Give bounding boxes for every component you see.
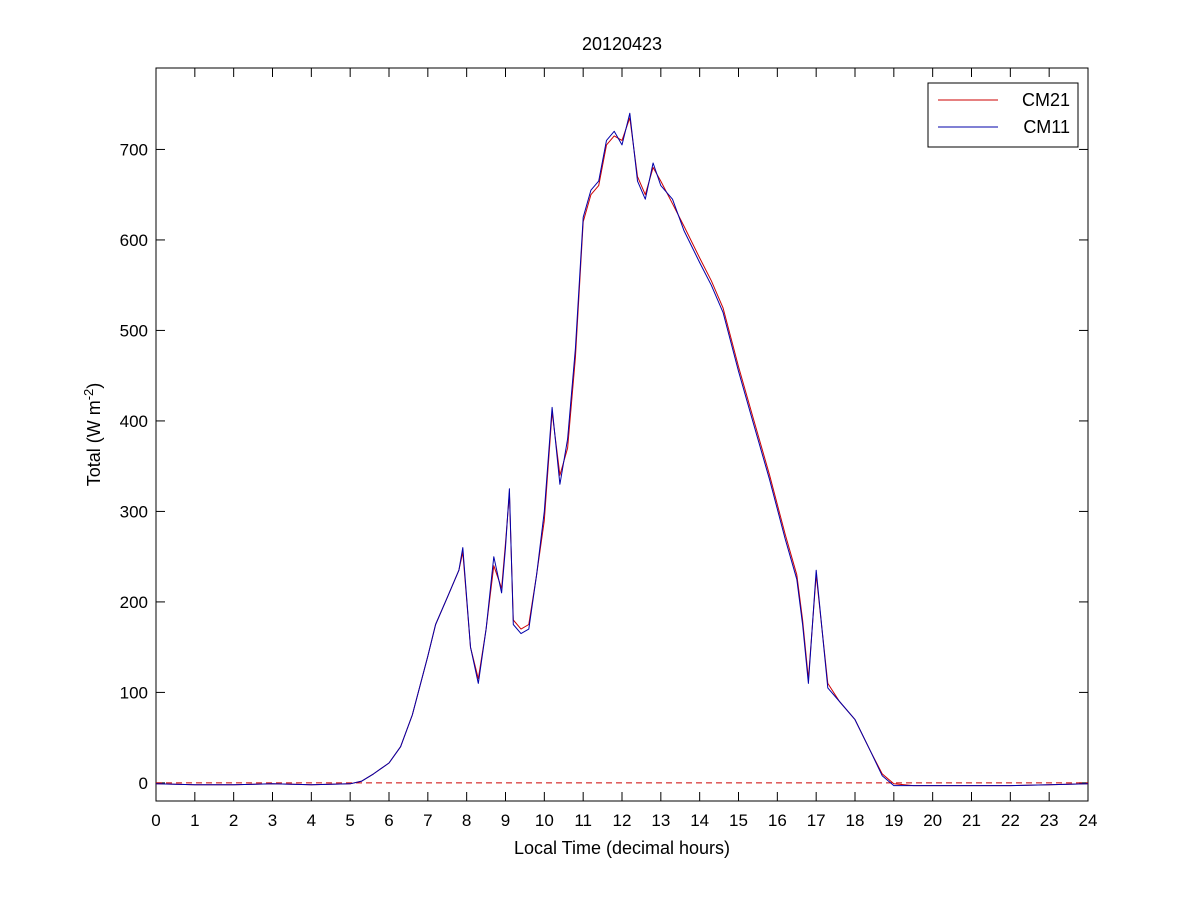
x-tick-label: 20 xyxy=(923,811,942,830)
series-line-cm11 xyxy=(155,112,1089,787)
y-axis-label-close: ) xyxy=(84,383,104,389)
y-tick-label: 100 xyxy=(120,683,148,702)
y-axis: 0 100 200 300 400 500 600 700 xyxy=(120,140,1088,793)
x-tick-label: 6 xyxy=(384,811,393,830)
series-layer xyxy=(155,112,1089,787)
x-tick-label: 3 xyxy=(268,811,277,830)
y-axis-label-main: Total (W m xyxy=(84,400,104,486)
legend: CM21 CM11 xyxy=(927,82,1079,148)
x-tick-label: 24 xyxy=(1079,811,1098,830)
x-axis-label: Local Time (decimal hours) xyxy=(514,838,730,858)
x-tick-label: 22 xyxy=(1001,811,1020,830)
y-tick-label: 600 xyxy=(120,231,148,250)
y-axis-label: Total (W m-2) xyxy=(81,383,105,487)
x-tick-label: 16 xyxy=(768,811,787,830)
y-tick-label: 0 xyxy=(139,774,148,793)
y-tick-label: 500 xyxy=(120,321,148,340)
x-tick-label: 0 xyxy=(151,811,160,830)
y-tick-label: 200 xyxy=(120,593,148,612)
x-axis: 0 1 2 3 4 5 6 7 8 9 10 11 12 13 14 15 16 17 18 19 20 21 22 23 24 xyxy=(151,68,1097,830)
legend-box xyxy=(927,82,1079,148)
x-tick-label: 1 xyxy=(190,811,199,830)
y-axis-label-superscript: -2 xyxy=(81,389,96,401)
y-tick-label: 300 xyxy=(120,502,148,521)
x-tick-label: 4 xyxy=(307,811,316,830)
x-tick-label: 2 xyxy=(229,811,238,830)
y-tick-label: 400 xyxy=(120,412,148,431)
legend-label-cm21: CM21 xyxy=(1022,90,1070,110)
x-tick-label: 7 xyxy=(423,811,432,830)
x-tick-label: 8 xyxy=(462,811,471,830)
x-tick-label: 21 xyxy=(962,811,981,830)
x-tick-label: 13 xyxy=(651,811,670,830)
x-tick-label: 18 xyxy=(846,811,865,830)
x-tick-label: 15 xyxy=(729,811,748,830)
x-tick-label: 12 xyxy=(613,811,632,830)
x-tick-label: 11 xyxy=(574,811,592,830)
x-tick-label: 10 xyxy=(535,811,554,830)
x-tick-label: 23 xyxy=(1040,811,1059,830)
plot-area xyxy=(155,67,1089,802)
x-tick-label: 17 xyxy=(807,811,826,830)
x-tick-label: 14 xyxy=(690,811,709,830)
chart-title: 20120423 xyxy=(582,34,662,54)
x-tick-label: 5 xyxy=(345,811,354,830)
x-tick-label: 9 xyxy=(501,811,510,830)
y-tick-label: 700 xyxy=(120,140,148,159)
legend-label-cm11: CM11 xyxy=(1023,117,1070,137)
x-tick-label: 19 xyxy=(884,811,903,830)
